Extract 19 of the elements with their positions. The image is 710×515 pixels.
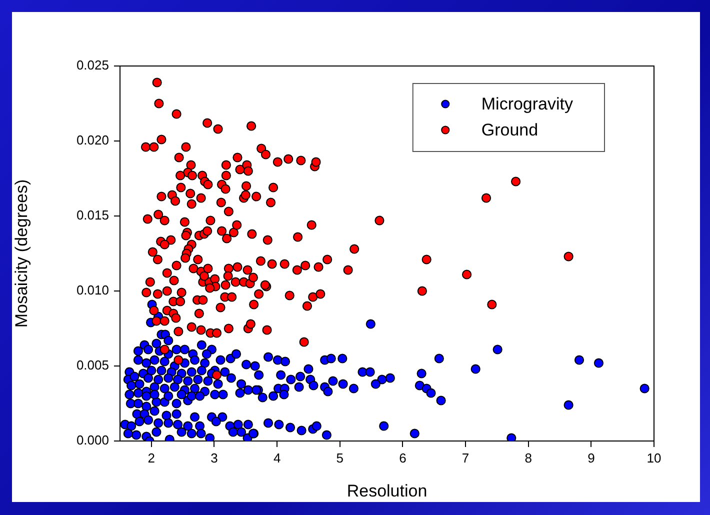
x-tick-label: 7: [462, 450, 470, 466]
y-tick-label: 0.000: [76, 432, 109, 448]
y-axis-title: Mosaicity (degrees): [12, 179, 31, 328]
legend-label: Microgravity: [481, 94, 574, 114]
x-tick-label: 5: [336, 450, 344, 466]
legend-label: Ground: [481, 120, 538, 140]
x-tick-label: 6: [399, 450, 406, 466]
y-tick-label: 0.020: [76, 132, 109, 148]
y-tick-label: 0.005: [76, 358, 109, 373]
x-axis-title: Resolution: [346, 481, 428, 500]
x-tick-label: 9: [588, 450, 595, 466]
x-tick-label: 8: [524, 450, 532, 466]
y-tick-label: 0.010: [76, 282, 109, 298]
x-tick-label: 4: [273, 450, 281, 466]
x-tick-label: 2: [148, 450, 156, 466]
y-tick-label: 0.025: [76, 58, 109, 73]
y-tick-label: 0.015: [76, 208, 109, 223]
x-tick-label: 10: [646, 450, 662, 466]
x-tick-label: 3: [210, 450, 218, 466]
